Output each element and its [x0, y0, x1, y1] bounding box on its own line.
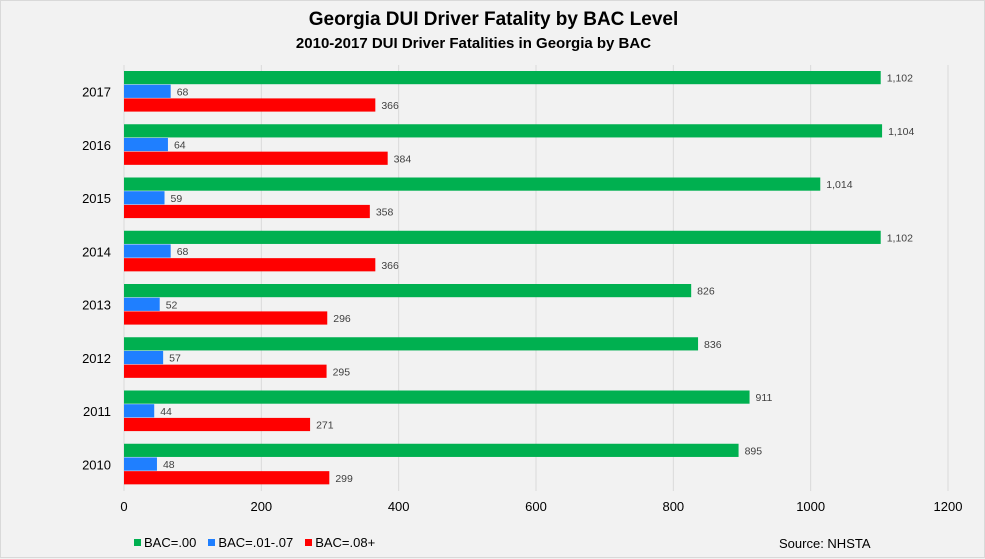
data-label: 57 — [169, 353, 181, 365]
legend-item: BAC=.08+ — [305, 535, 375, 550]
legend-label: BAC=.08+ — [315, 535, 376, 550]
x-tick-label: 1200 — [934, 499, 963, 514]
bar — [124, 443, 739, 457]
bar — [124, 98, 376, 112]
bar — [124, 151, 388, 165]
x-tick-label: 1000 — [796, 499, 825, 514]
x-tick-label: 200 — [250, 499, 272, 514]
legend: BAC=.00 BAC=.01-.07 BAC=.08+ — [134, 535, 375, 550]
bar — [124, 84, 171, 98]
data-label: 68 — [177, 86, 189, 98]
bar — [124, 390, 750, 404]
y-tick-label: 2015 — [82, 191, 111, 206]
y-tick-label: 2014 — [82, 244, 111, 259]
bar — [124, 244, 171, 258]
bar — [124, 417, 311, 432]
legend-label: BAC=.01-.07 — [218, 535, 294, 550]
data-label: 1,102 — [887, 232, 913, 244]
y-tick-label: 2017 — [82, 85, 111, 100]
legend-item: BAC=.01-.07 — [208, 535, 293, 550]
data-label: 299 — [335, 473, 353, 485]
legend-swatch — [134, 539, 141, 546]
bar — [124, 191, 165, 205]
data-label: 52 — [166, 299, 178, 311]
data-label: 826 — [697, 286, 715, 298]
bar — [124, 230, 881, 244]
x-tick-label: 600 — [525, 499, 547, 514]
chart-title: Georgia DUI Driver Fatality by BAC Level — [308, 9, 679, 30]
x-tick-label: 800 — [662, 499, 684, 514]
data-label: 384 — [394, 153, 412, 165]
bar — [124, 457, 157, 471]
y-tick-label: 2016 — [82, 138, 111, 153]
legend-item: BAC=.00 — [134, 535, 196, 550]
data-label: 1,104 — [888, 126, 914, 138]
legend-label: BAC=.00 — [144, 535, 197, 550]
data-label: 911 — [756, 392, 773, 404]
data-label: 68 — [177, 246, 189, 258]
x-tick-label: 400 — [388, 499, 410, 514]
data-label: 271 — [316, 420, 334, 432]
bar — [124, 137, 168, 152]
source-note: Source: NHSTA — [779, 536, 871, 551]
data-label: 1,014 — [826, 179, 852, 191]
legend-swatch — [208, 539, 216, 546]
bar — [124, 204, 370, 219]
data-label: 296 — [333, 313, 351, 325]
data-label: 48 — [163, 459, 175, 471]
y-tick-label: 2011 — [83, 404, 111, 419]
bar — [124, 364, 327, 378]
data-label: 836 — [704, 339, 722, 351]
data-label: 358 — [376, 207, 394, 219]
data-label: 64 — [174, 140, 186, 152]
bar — [124, 404, 155, 418]
bar — [124, 284, 692, 298]
bar — [124, 337, 699, 351]
bar — [124, 177, 821, 191]
data-label: 366 — [381, 100, 399, 112]
y-tick-label: 2013 — [82, 298, 111, 313]
x-tick-label: 0 — [120, 499, 127, 514]
chart-subtitle: 2010-2017 DUI Driver Fatalities in Georg… — [295, 35, 652, 52]
data-label: 895 — [745, 445, 763, 457]
data-label: 59 — [171, 193, 183, 205]
bar — [124, 471, 330, 485]
bar — [124, 297, 160, 311]
bar — [124, 71, 881, 85]
data-label: 366 — [381, 260, 399, 272]
data-label: 44 — [160, 406, 172, 418]
y-tick-label: 2010 — [82, 457, 111, 472]
data-label: 1,102 — [887, 73, 913, 85]
bar — [124, 124, 883, 138]
y-tick-label: 2012 — [82, 351, 111, 366]
bar — [124, 350, 164, 365]
bar — [124, 258, 376, 272]
data-label: 295 — [333, 366, 351, 378]
legend-swatch — [305, 539, 313, 546]
bar — [124, 311, 328, 325]
